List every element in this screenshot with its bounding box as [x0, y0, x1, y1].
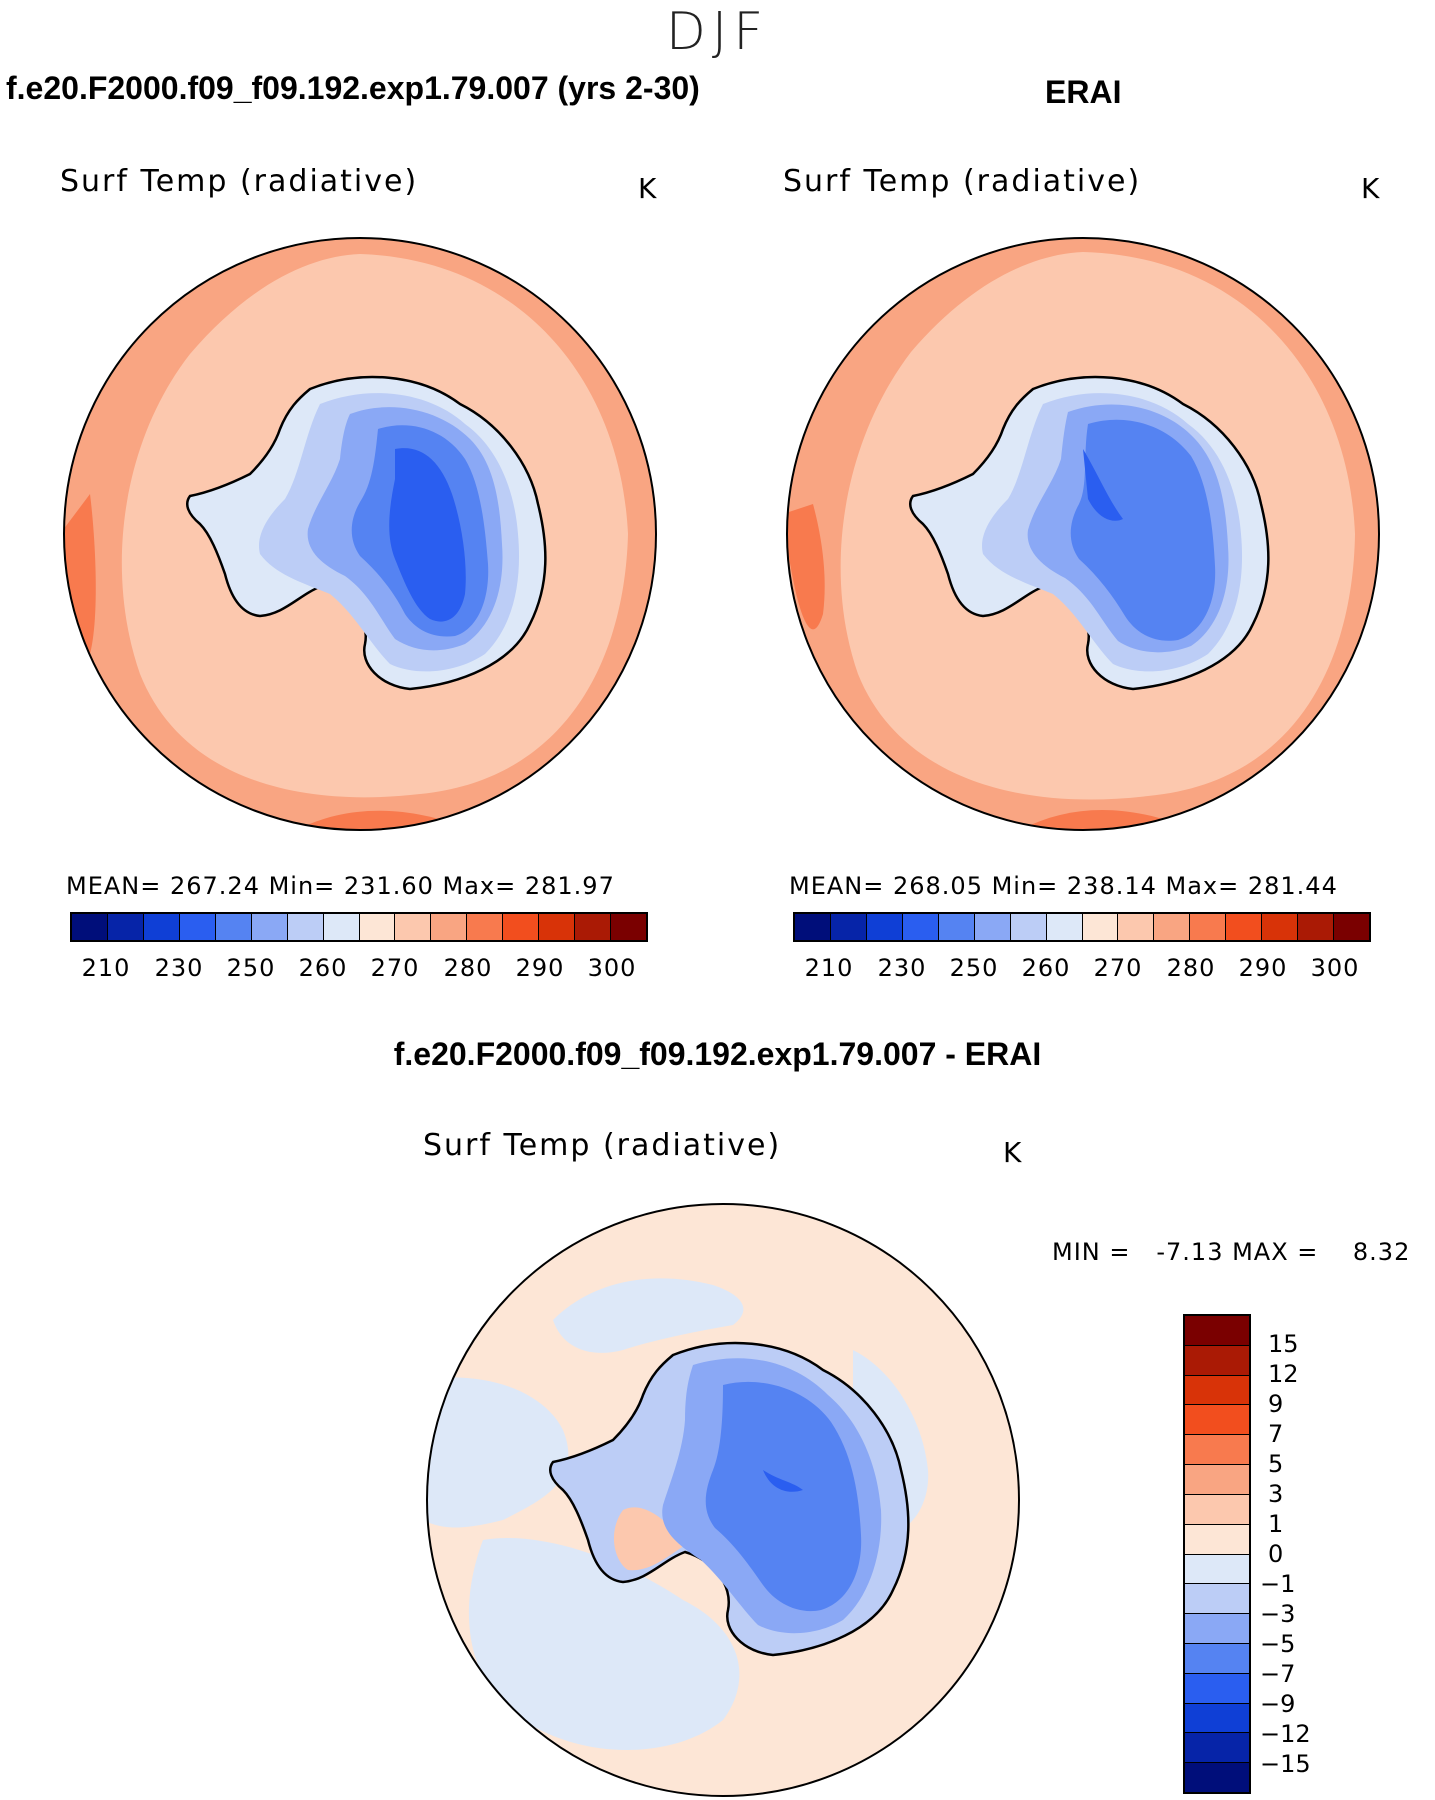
model-colorbar-tick: 290: [515, 954, 565, 982]
colorbar-bin: [1185, 1465, 1249, 1495]
model-panel-title: f.e20.F2000.f09_f09.192.exp1.79.007 (yrs…: [6, 70, 700, 106]
colorbar-bin: [1190, 914, 1227, 940]
model-map: [63, 237, 657, 831]
model-colorbar: [70, 912, 648, 942]
obs-colorbar-tick: 280: [1166, 954, 1216, 982]
diff-colorbar-tick: 3: [1268, 1480, 1284, 1508]
colorbar-bin: [215, 914, 252, 940]
colorbar-bin: [866, 914, 903, 940]
model-colorbar-tick: 250: [226, 954, 276, 982]
model-variable-title: Surf Temp (radiative): [60, 164, 419, 199]
obs-colorbar-tick: 290: [1238, 954, 1288, 982]
diff-colorbar-tick: 7: [1268, 1420, 1284, 1448]
colorbar-bin: [539, 914, 576, 940]
colorbar-bin: [467, 914, 504, 940]
season-title: DJF: [665, 2, 770, 62]
colorbar-bin: [1185, 1405, 1249, 1436]
colorbar-bin: [359, 914, 396, 940]
diff-colorbar-tick: 12: [1268, 1360, 1299, 1388]
colorbar-bin: [251, 914, 288, 940]
obs-stats: MEAN= 268.05 Min= 238.14 Max= 281.44: [789, 872, 1338, 900]
colorbar-bin: [1334, 914, 1369, 940]
diff-colorbar-tick: −1: [1260, 1570, 1296, 1598]
colorbar-bin: [1226, 914, 1263, 940]
obs-units: K: [1361, 172, 1380, 205]
colorbar-bin: [1185, 1733, 1249, 1764]
colorbar-bin: [323, 914, 360, 940]
colorbar-bin: [1010, 914, 1047, 940]
colorbar-bin: [1185, 1435, 1249, 1466]
colorbar-bin: [1185, 1763, 1249, 1792]
colorbar-bin: [1185, 1643, 1249, 1674]
colorbar-bin: [1262, 914, 1299, 940]
colorbar-bin: [1154, 914, 1191, 940]
colorbar-bin: [1118, 914, 1155, 940]
diff-panel-title: f.e20.F2000.f09_f09.192.exp1.79.007 - ER…: [393, 1036, 1042, 1072]
colorbar-bin: [1185, 1703, 1249, 1734]
diff-colorbar-tick: −15: [1260, 1750, 1311, 1778]
colorbar-bin: [938, 914, 975, 940]
colorbar-bin: [287, 914, 324, 940]
diff-variable-title: Surf Temp (radiative): [423, 1128, 782, 1163]
colorbar-bin: [395, 914, 432, 940]
diff-minmax: MIN = -7.13 MAX = 8.32: [1052, 1238, 1411, 1266]
obs-map: [786, 237, 1380, 831]
colorbar-bin: [902, 914, 939, 940]
diff-units: K: [1003, 1136, 1022, 1169]
model-colorbar-tick: 260: [298, 954, 348, 982]
colorbar-bin: [1185, 1375, 1249, 1406]
colorbar-bin: [1185, 1614, 1249, 1644]
colorbar-bin: [1185, 1494, 1249, 1525]
colorbar-bin: [1185, 1316, 1249, 1346]
colorbar-bin: [1046, 914, 1083, 940]
model-colorbar-tick: 210: [81, 954, 131, 982]
diff-colorbar-tick: −7: [1260, 1660, 1296, 1688]
model-colorbar-tick: 300: [587, 954, 637, 982]
colorbar-bin: [179, 914, 216, 940]
colorbar-bin: [107, 914, 144, 940]
obs-variable-title: Surf Temp (radiative): [783, 164, 1142, 199]
diff-map: [426, 1203, 1020, 1797]
colorbar-bin: [1185, 1584, 1249, 1615]
colorbar-bin: [974, 914, 1011, 940]
colorbar-bin: [143, 914, 180, 940]
colorbar-bin: [575, 914, 612, 940]
colorbar-bin: [611, 914, 646, 940]
model-colorbar-tick: 230: [154, 954, 204, 982]
diff-colorbar: [1183, 1314, 1251, 1794]
obs-panel-title: ERAI: [1045, 74, 1122, 110]
model-colorbar-tick: 270: [370, 954, 420, 982]
diff-colorbar-tick: −3: [1260, 1600, 1296, 1628]
colorbar-bin: [1185, 1524, 1249, 1555]
colorbar-bin: [1298, 914, 1335, 940]
obs-colorbar-tick: 300: [1310, 954, 1360, 982]
diff-colorbar-tick: 1: [1268, 1510, 1284, 1538]
obs-colorbar-tick: 260: [1021, 954, 1071, 982]
obs-colorbar-tick: 210: [804, 954, 854, 982]
obs-colorbar-tick: 230: [877, 954, 927, 982]
colorbar-bin: [1185, 1345, 1249, 1376]
colorbar-bin: [72, 914, 108, 940]
obs-colorbar: [793, 912, 1371, 942]
model-colorbar-tick: 280: [443, 954, 493, 982]
diff-colorbar-tick: 15: [1268, 1330, 1299, 1358]
diff-colorbar-tick: −12: [1260, 1720, 1311, 1748]
model-units: K: [638, 172, 657, 205]
colorbar-bin: [1082, 914, 1119, 940]
diff-colorbar-tick: 9: [1268, 1390, 1284, 1418]
colorbar-bin: [795, 914, 831, 940]
obs-colorbar-tick: 250: [949, 954, 999, 982]
colorbar-bin: [431, 914, 468, 940]
colorbar-bin: [830, 914, 867, 940]
diff-colorbar-tick: −9: [1260, 1690, 1296, 1718]
model-stats: MEAN= 267.24 Min= 231.60 Max= 281.97: [66, 872, 615, 900]
diff-colorbar-tick: −5: [1260, 1630, 1296, 1658]
colorbar-bin: [1185, 1673, 1249, 1704]
diff-colorbar-tick: 0: [1268, 1540, 1284, 1568]
obs-colorbar-tick: 270: [1093, 954, 1143, 982]
colorbar-bin: [1185, 1554, 1249, 1585]
colorbar-bin: [503, 914, 540, 940]
diff-colorbar-tick: 5: [1268, 1450, 1284, 1478]
